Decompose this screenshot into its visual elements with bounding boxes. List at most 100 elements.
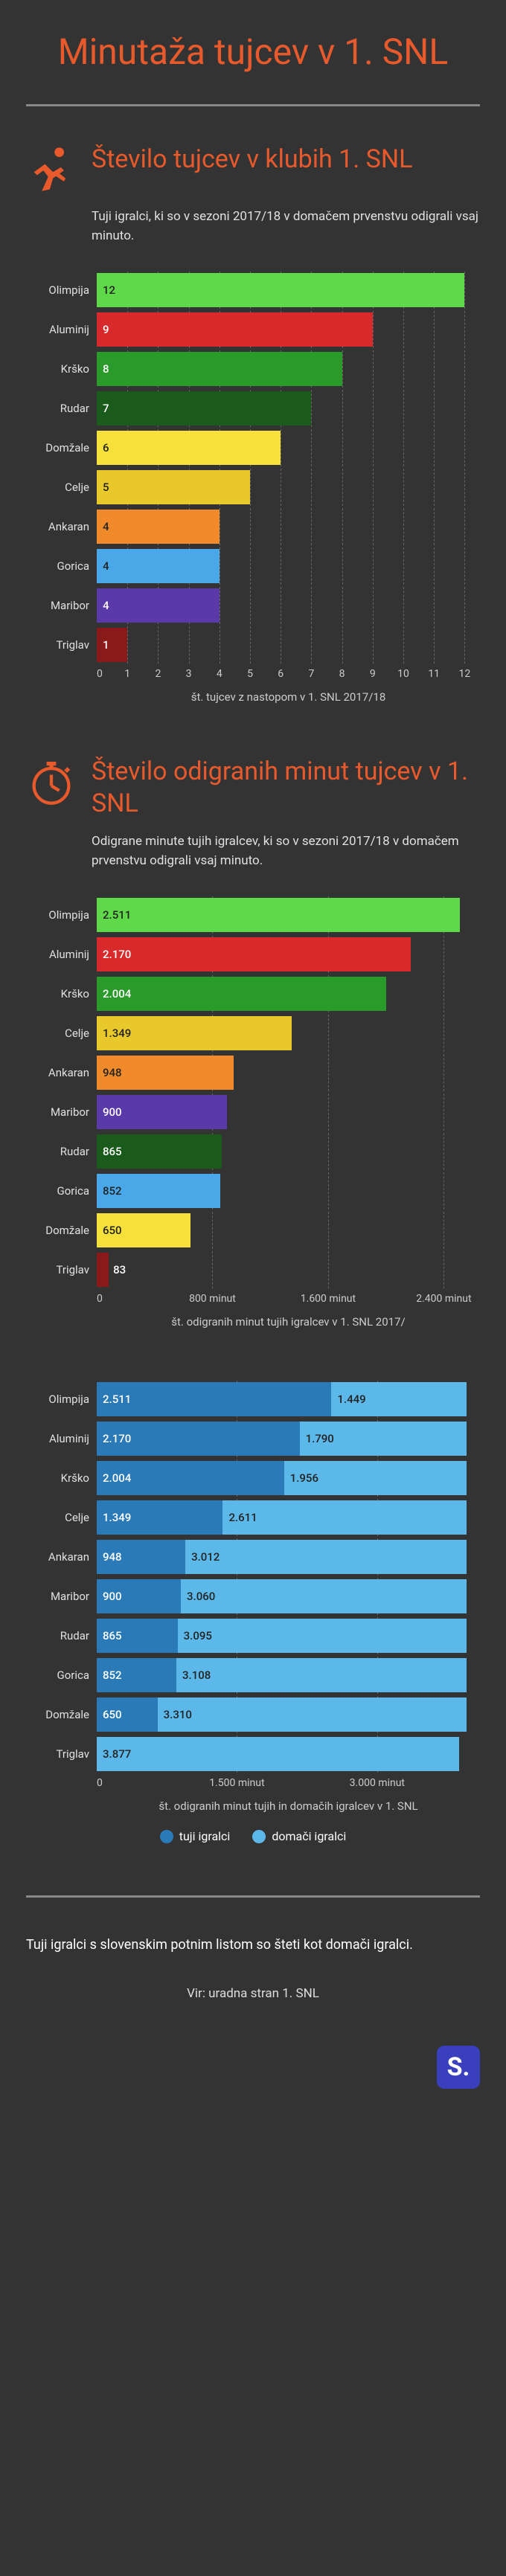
chart1-row-label: Domžale — [26, 441, 97, 455]
chart2-bar: 1.349 — [97, 1016, 292, 1050]
chart3-bar-foreign: 865 — [97, 1619, 178, 1653]
chart3-row: Maribor 900 3.060 — [26, 1578, 480, 1615]
chart3-bar-foreign: 948 — [97, 1540, 185, 1574]
chart2-row-label: Gorica — [26, 1184, 97, 1198]
chart1-tick: 6 — [278, 668, 284, 680]
chart2-row-label: Triglav — [26, 1263, 97, 1276]
chart1-tick: 1 — [124, 668, 130, 680]
chart1-row: Krško 8 — [26, 350, 480, 388]
chart2-bar: 865 — [97, 1134, 222, 1169]
chart2-row-label: Celje — [26, 1027, 97, 1040]
chart3-bar-foreign: 2.170 — [97, 1422, 300, 1456]
chart1-bar: 1 — [97, 628, 127, 662]
chart3-bar-domestic: 1.790 — [300, 1422, 467, 1456]
chart1-row-label: Gorica — [26, 559, 97, 573]
chart3-row: Krško 2.004 1.956 — [26, 1459, 480, 1497]
chart2-tick: 1.600 minut — [301, 1293, 356, 1305]
legend-item: tuji igralci — [160, 1829, 231, 1843]
chart3-bar-domestic: 3.877 — [97, 1737, 459, 1771]
chart2-row: Rudar 865 — [26, 1133, 480, 1170]
chart3-bar-foreign: 1.349 — [97, 1500, 222, 1535]
chart1-row-label: Maribor — [26, 599, 97, 612]
chart1-row: Maribor 4 — [26, 587, 480, 624]
chart3-axis-title: št. odigranih minut tujih in domačih igr… — [97, 1799, 480, 1813]
chart3-row: Ankaran 948 3.012 — [26, 1538, 480, 1576]
chart1-row: Celje 5 — [26, 469, 480, 506]
legend-dot — [160, 1830, 173, 1843]
section-stacked: Olimpija 2.511 1.449 Aluminij 2.170 1.79… — [26, 1381, 480, 1843]
section1-subtitle: Tuji igralci, ki so v sezoni 2017/18 v d… — [92, 208, 480, 245]
chart1-tick: 5 — [247, 668, 253, 680]
chart3-bar-domestic: 3.108 — [176, 1658, 467, 1692]
chart3-row: Rudar 865 3.095 — [26, 1617, 480, 1654]
chart3-row-label: Maribor — [26, 1590, 97, 1603]
chart1-bar: 8 — [97, 352, 342, 386]
chart3-row-label: Olimpija — [26, 1393, 97, 1406]
chart1: Olimpija 12 Aluminij 9 Krško 8 Rudar 7 D… — [26, 272, 480, 704]
chart1-bar: 4 — [97, 510, 220, 544]
chart3-bar-domestic: 1.449 — [331, 1382, 467, 1416]
chart2-bar: 2.511 — [97, 898, 460, 932]
chart2-tick: 0 — [97, 1293, 103, 1305]
chart1-tick: 0 — [97, 668, 103, 680]
chart3-bar-foreign: 650 — [97, 1697, 158, 1732]
chart2-row: Ankaran 948 — [26, 1054, 480, 1091]
chart2-row: Triglav 83 — [26, 1251, 480, 1288]
chart2-bar: 650 — [97, 1213, 190, 1247]
chart1-row-label: Ankaran — [26, 520, 97, 533]
chart2-bar: 2.004 — [97, 977, 386, 1011]
chart3-tick: 1.500 minut — [209, 1777, 264, 1789]
chart1-tick: 3 — [186, 668, 192, 680]
chart2-tick: 800 minut — [189, 1293, 236, 1305]
footnote: Tuji igralci s slovenskim potnim listom … — [26, 1935, 480, 1956]
chart3-bar-domestic: 2.611 — [222, 1500, 467, 1535]
chart3-row-label: Aluminij — [26, 1432, 97, 1445]
runner-icon — [26, 144, 77, 194]
chart1-tick: 4 — [217, 668, 222, 680]
chart1-row: Gorica 4 — [26, 547, 480, 585]
chart1-row: Olimpija 12 — [26, 272, 480, 309]
chart2-row-label: Olimpija — [26, 908, 97, 922]
chart1-axis-title: št. tujcev z nastopom v 1. SNL 2017/18 — [97, 690, 480, 704]
chart3-row: Celje 1.349 2.611 — [26, 1499, 480, 1536]
chart3-row-label: Domžale — [26, 1708, 97, 1721]
chart2-row: Domžale 650 — [26, 1212, 480, 1249]
chart3-row: Domžale 650 3.310 — [26, 1696, 480, 1733]
chart3-bar-foreign: 2.004 — [97, 1461, 284, 1495]
chart1-row: Rudar 7 — [26, 390, 480, 427]
chart2-bar: 83 — [97, 1253, 109, 1287]
chart1-row-label: Celje — [26, 481, 97, 494]
source: Vir: uradna stran 1. SNL — [26, 1986, 480, 2001]
chart3-legend: tuji igralcidomači igralci — [26, 1829, 480, 1843]
divider — [26, 104, 480, 106]
chart3-tick: 3.000 minut — [350, 1777, 405, 1789]
legend-label: tuji igralci — [179, 1829, 231, 1843]
chart3-row-label: Triglav — [26, 1747, 97, 1761]
chart3-row: Gorica 852 3.108 — [26, 1657, 480, 1694]
legend-dot — [252, 1830, 266, 1843]
chart2-row: Gorica 852 — [26, 1172, 480, 1210]
chart1-tick: 2 — [155, 668, 161, 680]
chart3-bar-domestic: 1.956 — [284, 1461, 467, 1495]
chart1-tick: 11 — [428, 668, 440, 680]
section1-title: Število tujcev v klubih 1. SNL — [92, 144, 412, 176]
chart1-bar: 7 — [97, 391, 311, 425]
chart2-row-label: Krško — [26, 987, 97, 1000]
chart1-row: Triglav 1 — [26, 626, 480, 664]
chart3: Olimpija 2.511 1.449 Aluminij 2.170 1.79… — [26, 1381, 480, 1813]
chart3-bar-foreign: 900 — [97, 1579, 181, 1613]
stopwatch-icon — [26, 756, 77, 806]
chart2: Olimpija 2.511 Aluminij 2.170 Krško 2.00… — [26, 896, 480, 1329]
section2-title: Število odigranih minut tujcev v 1. SNL — [92, 756, 480, 819]
chart2-row: Krško 2.004 — [26, 975, 480, 1012]
chart2-row: Olimpija 2.511 — [26, 896, 480, 934]
section-minutes: Število odigranih minut tujcev v 1. SNL … — [26, 756, 480, 1329]
chart3-bar-domestic: 3.310 — [158, 1697, 467, 1732]
chart2-row-label: Maribor — [26, 1105, 97, 1119]
chart2-bar: 852 — [97, 1174, 220, 1208]
main-title: Minutaža tujcev v 1. SNL — [26, 30, 480, 74]
chart2-bar: 2.170 — [97, 937, 411, 971]
chart3-bar-domestic: 3.012 — [185, 1540, 467, 1574]
chart1-row: Domžale 6 — [26, 429, 480, 466]
chart2-tick: 2.400 minut — [416, 1293, 471, 1305]
